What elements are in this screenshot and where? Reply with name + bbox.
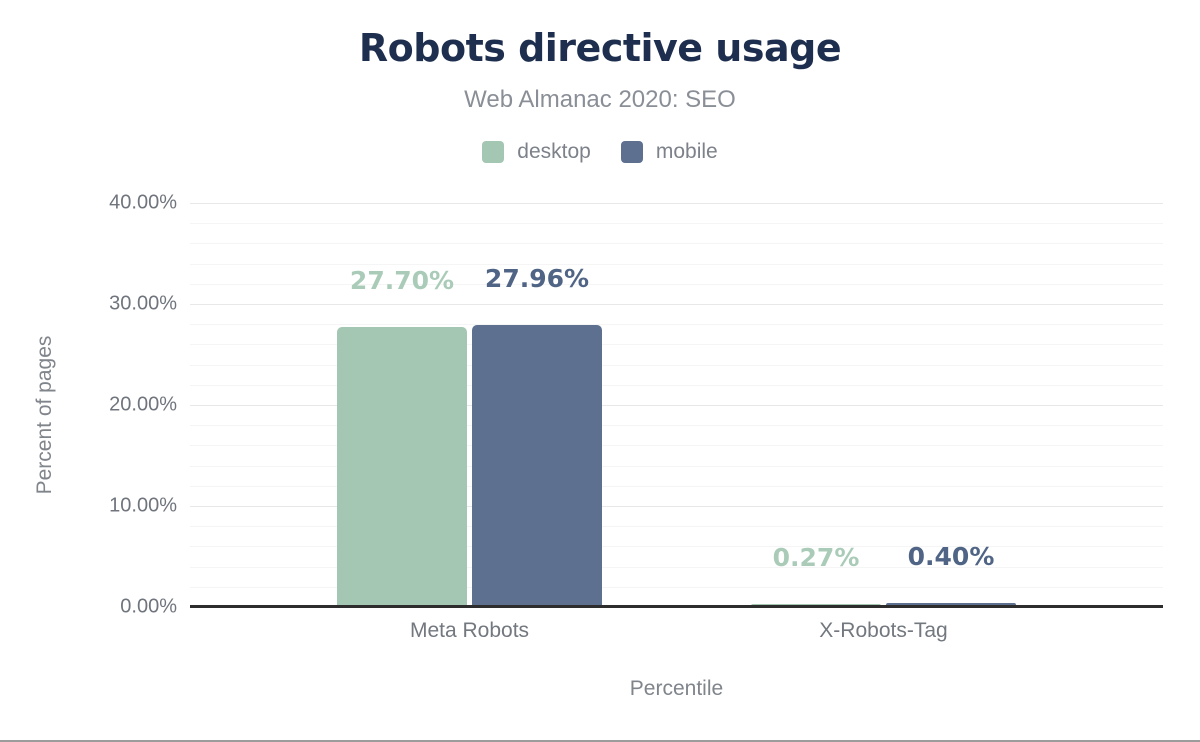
- minor-gridline: [190, 485, 1163, 487]
- minor-gridline: [190, 243, 1163, 245]
- minor-gridline: [190, 586, 1163, 588]
- bar-mobile-meta-robots: [472, 324, 602, 607]
- minor-gridline: [190, 344, 1163, 346]
- window-bottom-edge: [0, 740, 1200, 742]
- y-tick-labels: 0.00% 10.00% 20.00% 30.00% 40.00%: [0, 192, 177, 618]
- plot-area: 27.70% 0.27% 27.96% 0.40%: [190, 203, 1163, 608]
- chart-subtitle: Web Almanac 2020: SEO: [464, 86, 736, 113]
- x-axis-line: [190, 605, 1163, 608]
- minor-gridline: [190, 283, 1163, 285]
- y-tick-label: 10.00%: [109, 494, 177, 517]
- minor-gridline: [190, 425, 1163, 427]
- legend-swatch-desktop: [482, 141, 505, 163]
- x-category-label: X-Robots-Tag: [819, 619, 948, 642]
- x-category-label: Meta Robots: [409, 619, 530, 642]
- minor-gridline: [190, 384, 1163, 386]
- y-tick-label: 20.00%: [109, 393, 177, 416]
- x-category-labels: Meta Robots X-Robots-Tag: [190, 619, 1163, 647]
- minor-gridline: [190, 465, 1163, 467]
- legend-item-desktop: desktop: [482, 140, 591, 164]
- legend-swatch-mobile: [620, 141, 643, 163]
- minor-gridline: [190, 526, 1163, 528]
- y-tick-label: 40.00%: [109, 191, 177, 214]
- legend-label-mobile: mobile: [655, 140, 718, 163]
- major-gridline: [190, 405, 1163, 406]
- minor-gridline: [190, 566, 1163, 568]
- x-axis-title: Percentile: [629, 677, 724, 700]
- major-gridline: [190, 304, 1163, 305]
- minor-gridline: [190, 546, 1163, 548]
- legend-item-mobile: mobile: [620, 140, 718, 164]
- legend-label-desktop: desktop: [517, 140, 591, 163]
- bar-value-label: 27.96%: [484, 263, 590, 293]
- minor-gridline: [190, 263, 1163, 265]
- major-gridline: [190, 506, 1163, 507]
- minor-gridline: [190, 223, 1163, 225]
- legend: desktop mobile: [0, 140, 1200, 164]
- chart-title: Robots directive usage: [358, 26, 842, 70]
- minor-gridline: [190, 445, 1163, 447]
- minor-gridline: [190, 364, 1163, 366]
- bar-mobile-x-robots-tag: [886, 602, 1016, 607]
- minor-gridline: [190, 324, 1163, 326]
- bar-value-label: 27.70%: [349, 266, 455, 296]
- major-gridline: [190, 203, 1163, 204]
- bar-desktop-meta-robots: [337, 327, 467, 607]
- bar-value-label: 0.27%: [772, 543, 860, 573]
- y-tick-label: 0.00%: [120, 595, 177, 618]
- y-tick-label: 30.00%: [109, 292, 177, 315]
- bar-value-label: 0.40%: [907, 541, 995, 571]
